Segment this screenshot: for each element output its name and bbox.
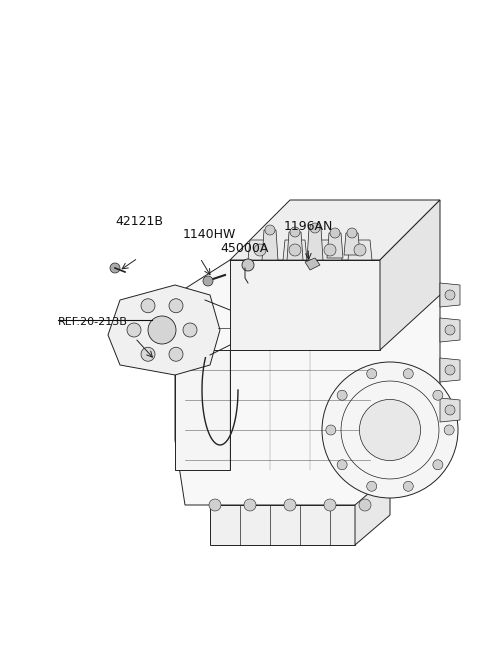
Circle shape (284, 499, 296, 511)
Circle shape (141, 347, 155, 361)
Polygon shape (327, 233, 343, 258)
Circle shape (242, 259, 254, 271)
Text: 1140HW: 1140HW (183, 228, 236, 241)
Polygon shape (175, 350, 230, 470)
Circle shape (169, 347, 183, 361)
Circle shape (354, 244, 366, 256)
Circle shape (337, 460, 347, 470)
Polygon shape (380, 200, 440, 350)
Polygon shape (230, 200, 440, 260)
Polygon shape (348, 240, 372, 260)
Circle shape (367, 369, 377, 379)
Circle shape (209, 499, 221, 511)
Circle shape (445, 290, 455, 300)
Circle shape (360, 400, 420, 461)
Polygon shape (283, 240, 307, 260)
Polygon shape (262, 230, 278, 260)
Circle shape (403, 369, 413, 379)
Polygon shape (355, 475, 390, 545)
Circle shape (183, 323, 197, 337)
Circle shape (433, 390, 443, 400)
Polygon shape (440, 318, 460, 342)
Circle shape (244, 499, 256, 511)
Polygon shape (108, 285, 220, 375)
Circle shape (148, 316, 176, 344)
Circle shape (141, 298, 155, 313)
Polygon shape (440, 358, 460, 382)
Text: 45000A: 45000A (220, 242, 268, 255)
Circle shape (445, 365, 455, 375)
Circle shape (347, 228, 357, 238)
Polygon shape (230, 260, 380, 350)
Text: 42121B: 42121B (115, 215, 163, 228)
Polygon shape (210, 505, 355, 545)
Circle shape (254, 244, 266, 256)
Circle shape (169, 298, 183, 313)
Circle shape (445, 325, 455, 335)
Circle shape (110, 263, 120, 273)
Polygon shape (305, 258, 320, 270)
Polygon shape (344, 233, 360, 255)
Circle shape (324, 244, 336, 256)
Circle shape (289, 244, 301, 256)
Circle shape (290, 227, 300, 237)
Circle shape (359, 499, 371, 511)
Polygon shape (287, 232, 303, 260)
Circle shape (444, 425, 454, 435)
Polygon shape (318, 240, 342, 260)
Polygon shape (175, 260, 440, 505)
Circle shape (326, 425, 336, 435)
Circle shape (330, 228, 340, 238)
Circle shape (265, 225, 275, 235)
Text: REF.20-213B: REF.20-213B (58, 317, 128, 327)
Polygon shape (307, 228, 323, 260)
Circle shape (324, 499, 336, 511)
Polygon shape (248, 240, 272, 260)
Circle shape (367, 482, 377, 491)
Circle shape (433, 460, 443, 470)
Circle shape (445, 405, 455, 415)
Circle shape (403, 482, 413, 491)
Circle shape (203, 276, 213, 286)
Circle shape (322, 362, 458, 498)
Circle shape (337, 390, 347, 400)
Polygon shape (440, 398, 460, 422)
Text: 1196AN: 1196AN (284, 220, 334, 233)
Circle shape (127, 323, 141, 337)
Circle shape (310, 223, 320, 233)
Polygon shape (440, 283, 460, 307)
